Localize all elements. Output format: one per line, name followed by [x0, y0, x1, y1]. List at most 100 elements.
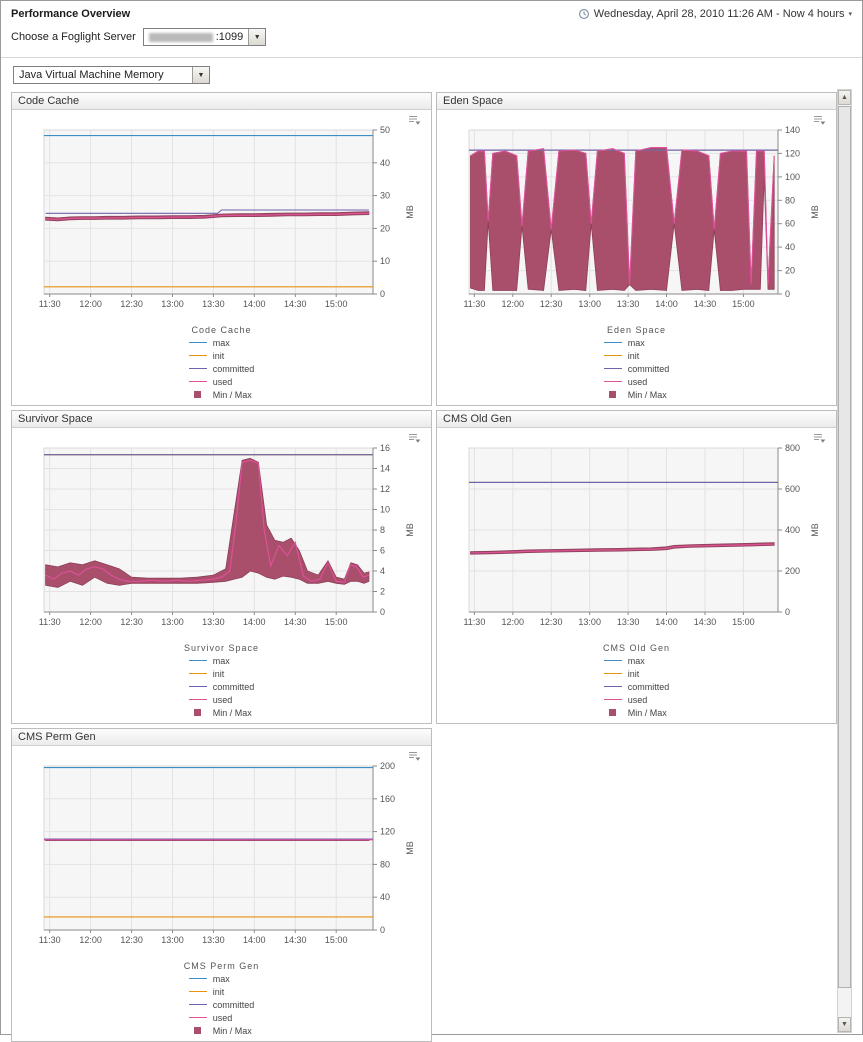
svg-text:4: 4: [380, 566, 385, 576]
svg-text:80: 80: [785, 195, 795, 205]
legend-label: max: [212, 337, 230, 348]
used-line-swatch: [188, 699, 207, 700]
max-line-swatch: [188, 342, 207, 343]
legend-row: committed: [188, 364, 254, 374]
svg-text:10: 10: [380, 256, 390, 266]
svg-text:11:30: 11:30: [39, 935, 61, 945]
legend-row: Min / Max: [189, 707, 255, 718]
svg-text:40: 40: [380, 892, 390, 902]
svg-text:600: 600: [785, 484, 800, 494]
svg-text:50: 50: [380, 125, 390, 135]
chart-legend: CMS Perm Gen max init committed used Min / M…: [14, 961, 429, 1036]
svg-text:12: 12: [380, 484, 390, 494]
panel-title: CMS Perm Gen: [12, 729, 431, 746]
svg-text:13:00: 13:00: [578, 617, 601, 627]
chart-options-icon[interactable]: [408, 433, 421, 444]
chart-options-icon[interactable]: [408, 115, 421, 126]
svg-text:12:30: 12:30: [120, 617, 143, 627]
panel-title: Survivor Space: [12, 411, 431, 428]
legend-row: used: [188, 695, 255, 705]
legend-row: init: [603, 350, 670, 361]
minmax-swatch: [604, 391, 622, 398]
scroll-down-button[interactable]: ▼: [838, 1017, 851, 1032]
server-host-redacted: [148, 32, 213, 42]
legend-label: Min / Max: [212, 389, 252, 400]
svg-text:120: 120: [380, 827, 395, 837]
used-line-swatch: [188, 1017, 207, 1018]
chart: 0 2 4 6 8 10 12 14 16 11:30 12:00 12:30 13:00 13:30 14…: [14, 430, 429, 642]
chart: 0 200 400 600 800 11:30 12:00 12:30 13:00 13:30 14…: [439, 430, 834, 642]
chart-panel-cms-perm-gen: CMS Perm Gen 0 40 80 120 160 200 11:30 12:00 12:…: [11, 728, 432, 1042]
chevron-down-icon[interactable]: ▼: [192, 67, 209, 83]
chevron-down-icon[interactable]: ▼: [248, 29, 266, 45]
minmax-band: [45, 457, 370, 588]
legend-label: max: [212, 973, 230, 984]
minmax-swatch: [189, 1027, 207, 1034]
time-range-control[interactable]: Wednesday, April 28, 2010 11:26 AM - Now…: [578, 8, 852, 20]
init-line-swatch: [188, 355, 207, 356]
svg-text:15:00: 15:00: [732, 617, 755, 627]
panel-title: Code Cache: [12, 93, 431, 110]
init-line-swatch: [188, 673, 207, 674]
svg-text:12:30: 12:30: [540, 299, 563, 309]
series-committed-line: [45, 209, 369, 214]
server-select[interactable]: :1099 ▼: [142, 28, 267, 46]
legend-label: init: [627, 350, 640, 361]
svg-text:40: 40: [380, 158, 390, 168]
svg-text:12:00: 12:00: [79, 935, 102, 945]
legend-row: Min / Max: [189, 1026, 255, 1036]
minmax-swatch: [189, 709, 207, 716]
legend-row: max: [188, 973, 255, 984]
legend-label: committed: [212, 681, 255, 692]
legend-label: Min / Max: [212, 707, 252, 718]
svg-text:6: 6: [380, 546, 385, 556]
series-used-line: [45, 212, 369, 221]
metric-select[interactable]: Java Virtual Machine Memory ▼: [13, 66, 210, 84]
scroll-up-button[interactable]: ▲: [838, 90, 851, 105]
init-line-swatch: [603, 355, 622, 356]
scrollbar-thumb[interactable]: [838, 106, 851, 988]
used-line-swatch: [188, 381, 207, 382]
legend-label: max: [627, 655, 645, 666]
legend-row: used: [188, 1012, 255, 1023]
svg-text:12:30: 12:30: [540, 617, 563, 627]
series-used-line: [470, 543, 775, 554]
svg-text:0: 0: [785, 289, 790, 299]
chart-canvas: 0 40 80 120 160 200 11:30 12:00 12:30 13:00 13:30 1…: [39, 761, 415, 945]
legend-title: Survivor Space: [183, 643, 260, 653]
svg-text:14:00: 14:00: [243, 617, 266, 627]
chart-panel-cms-old-gen: CMS Old Gen 0 200 400 600 800 11:30 12:00 12:30…: [436, 410, 837, 724]
legend-row: committed: [188, 681, 255, 692]
chart-legend: Code Cache max init committed used Min / Max: [14, 325, 429, 400]
committed-line-swatch: [603, 368, 622, 369]
legend-title: CMS Old Gen: [602, 643, 671, 653]
legend-row: used: [603, 695, 670, 705]
legend-label: used: [212, 1012, 233, 1023]
chart-options-icon[interactable]: [813, 433, 826, 444]
svg-text:200: 200: [380, 761, 395, 771]
vertical-scrollbar[interactable]: ▲ ▼: [837, 89, 852, 1033]
chart-options-icon[interactable]: [813, 115, 826, 126]
legend-label: committed: [627, 363, 670, 374]
svg-text:14:30: 14:30: [284, 935, 307, 945]
used-line-swatch: [603, 381, 622, 382]
chart-panel-survivor-space: Survivor Space 0 2 4 6 8 10 12 14 16 11:30 12:00 12…: [11, 410, 432, 724]
legend-label: Min / Max: [627, 707, 667, 718]
legend-label: init: [627, 668, 640, 679]
svg-text:0: 0: [380, 607, 385, 617]
init-line-swatch: [188, 991, 207, 992]
svg-text:13:00: 13:00: [161, 617, 184, 627]
max-line-swatch: [603, 342, 622, 343]
panel-title: CMS Old Gen: [437, 411, 836, 428]
svg-text:13:00: 13:00: [578, 299, 601, 309]
server-row: Choose a Foglight Server :1099 ▼: [1, 25, 862, 57]
svg-text:13:30: 13:30: [202, 935, 225, 945]
svg-text:14:00: 14:00: [243, 935, 266, 945]
series-used-line: [45, 459, 370, 583]
chart-options-icon[interactable]: [408, 751, 421, 762]
svg-text:2: 2: [380, 587, 385, 597]
svg-text:13:00: 13:00: [161, 299, 184, 309]
legend-label: Min / Max: [627, 389, 667, 400]
server-label: Choose a Foglight Server: [11, 31, 136, 43]
svg-text:400: 400: [785, 525, 800, 535]
